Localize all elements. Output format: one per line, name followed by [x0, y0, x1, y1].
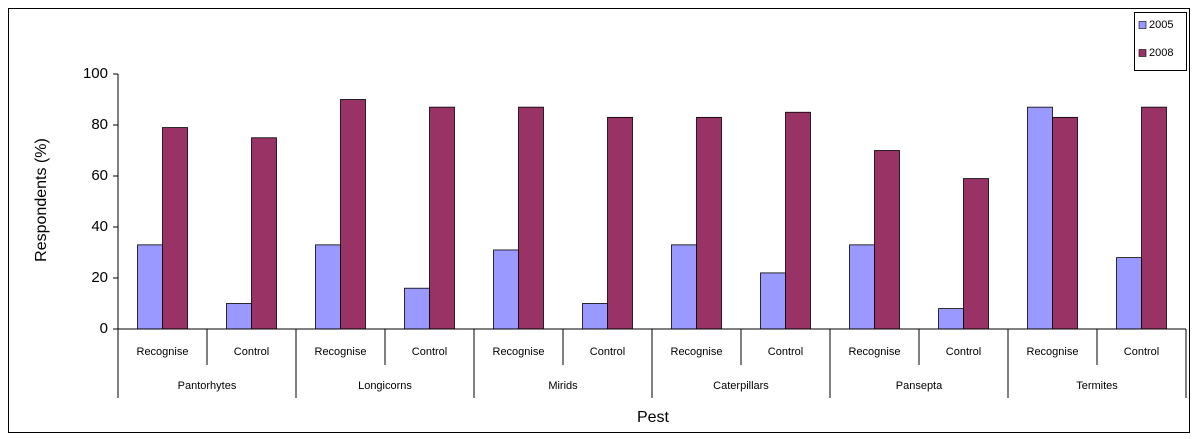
group-label: Mirids	[548, 380, 578, 392]
x-tick-label: Recognise	[493, 346, 545, 358]
bar	[696, 116, 722, 330]
x-tick-label: Control	[946, 346, 981, 358]
x-tick-label: Recognise	[137, 346, 189, 358]
bar	[404, 287, 430, 330]
y-axis-title: Respondents (%)	[33, 138, 50, 262]
bar	[137, 244, 163, 330]
bar	[671, 244, 697, 330]
y-tick-label: 0	[100, 320, 108, 337]
bar	[1027, 106, 1053, 330]
bar	[493, 249, 519, 330]
y-tick-label: 40	[91, 218, 108, 235]
bar	[518, 106, 544, 330]
legend-swatch	[1138, 21, 1147, 29]
x-tick-label: Control	[590, 346, 625, 358]
bar	[963, 178, 989, 330]
x-axis-title: Pest	[637, 409, 670, 426]
bar	[607, 116, 633, 330]
bar	[760, 272, 786, 330]
x-tick-label: Recognise	[671, 346, 723, 358]
x-tick-label: Recognise	[1027, 346, 1079, 358]
bar	[1116, 257, 1142, 330]
group-label: Pantorhytes	[178, 380, 237, 392]
bar	[785, 111, 811, 330]
legend-label: 2005	[1149, 19, 1173, 31]
group-label: Termites	[1076, 380, 1118, 392]
bar	[162, 127, 188, 330]
bar	[582, 303, 608, 330]
legend-swatch	[1138, 49, 1147, 57]
legend-label: 2008	[1149, 47, 1173, 59]
chart-border	[8, 8, 1190, 433]
y-tick-label: 20	[91, 269, 108, 286]
bar	[849, 244, 875, 330]
bar	[1052, 116, 1078, 330]
y-tick-label: 100	[83, 65, 108, 82]
group-label: Longicorns	[358, 380, 412, 392]
bar	[315, 244, 341, 330]
bar	[874, 150, 900, 330]
bar	[251, 137, 277, 330]
bar	[429, 106, 455, 330]
x-tick-label: Control	[412, 346, 447, 358]
x-tick-label: Control	[768, 346, 803, 358]
y-tick-label: 80	[91, 116, 108, 133]
bar	[1141, 106, 1167, 330]
y-tick-label: 60	[91, 167, 108, 184]
x-tick-label: Control	[234, 346, 269, 358]
x-tick-label: Recognise	[849, 346, 901, 358]
bar	[226, 303, 252, 330]
x-tick-label: Control	[1124, 346, 1159, 358]
x-tick-label: Recognise	[315, 346, 367, 358]
group-label: Caterpillars	[713, 380, 769, 392]
group-label: Pansepta	[896, 380, 943, 392]
bar	[340, 99, 366, 330]
bar	[938, 308, 964, 330]
